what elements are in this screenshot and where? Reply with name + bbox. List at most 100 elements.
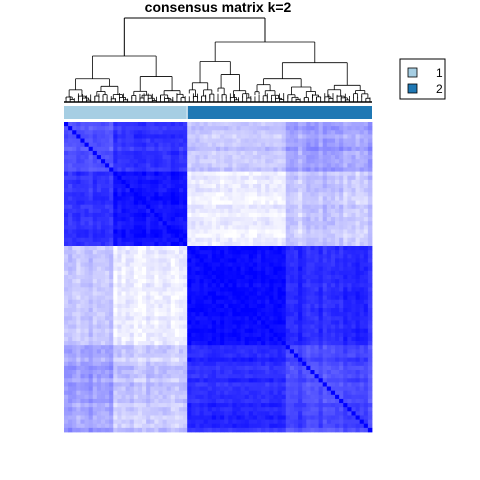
heatmap-cell	[96, 192, 102, 197]
heatmap-cell	[113, 122, 118, 127]
heatmap-cell	[195, 155, 200, 160]
heatmap-cell	[257, 266, 262, 272]
heatmap-cell	[117, 237, 122, 243]
heatmap-cell	[232, 175, 237, 181]
heatmap-cell	[121, 283, 126, 288]
heatmap-cell	[68, 258, 73, 263]
heatmap-cell	[314, 353, 320, 358]
heatmap-cell	[170, 184, 176, 189]
heatmap-cell	[195, 262, 200, 268]
heatmap-cell	[285, 266, 291, 272]
heatmap-cell	[306, 221, 311, 226]
heatmap-cell	[310, 221, 315, 226]
heatmap-cell	[170, 233, 176, 239]
heatmap-cell	[142, 217, 147, 222]
heatmap-cell	[359, 308, 365, 313]
heatmap-cell	[121, 138, 126, 144]
heatmap-cell	[166, 279, 172, 284]
heatmap-cell	[183, 283, 188, 288]
heatmap-cell	[92, 221, 98, 226]
heatmap-cell	[273, 316, 278, 321]
heatmap-cell	[343, 212, 348, 218]
heatmap-cell	[257, 349, 262, 354]
heatmap-cell	[273, 250, 278, 255]
heatmap-cell	[367, 299, 373, 305]
heatmap-cell	[302, 270, 307, 276]
heatmap-cell	[68, 295, 73, 301]
heatmap-cell	[133, 159, 139, 164]
heatmap-cell	[137, 258, 143, 263]
heatmap-cell	[363, 221, 369, 226]
heatmap-cell	[166, 225, 172, 230]
heatmap-cell	[129, 254, 135, 259]
heatmap-cell	[240, 341, 246, 346]
heatmap-cell	[310, 233, 315, 239]
heatmap-cell	[113, 270, 118, 276]
heatmap-cell	[88, 171, 94, 177]
heatmap-cell	[326, 361, 332, 367]
heatmap-cell	[232, 283, 237, 288]
heatmap-cell	[339, 126, 344, 131]
heatmap-cell	[92, 328, 98, 334]
heatmap-cell	[146, 188, 151, 193]
heatmap-cell	[195, 167, 200, 172]
heatmap-cell	[252, 159, 258, 164]
heatmap-cell	[113, 287, 118, 292]
heatmap-cell	[335, 357, 340, 363]
heatmap-cell	[220, 266, 225, 272]
dendrogram	[64, 17, 372, 103]
heatmap-cell	[72, 192, 77, 197]
heatmap-cell	[240, 159, 246, 164]
heatmap-cell	[199, 130, 205, 135]
heatmap-cell	[203, 138, 209, 144]
heatmap-cell	[293, 320, 299, 325]
heatmap-cell	[150, 370, 155, 375]
heatmap-cell	[76, 159, 81, 164]
heatmap-cell	[84, 163, 90, 168]
heatmap-cell	[137, 225, 143, 230]
heatmap-cell	[113, 208, 118, 214]
heatmap-cell	[158, 345, 163, 350]
heatmap-cell	[183, 179, 188, 185]
heatmap-cell	[137, 361, 143, 367]
heatmap-cell	[269, 258, 274, 263]
heatmap-cell	[281, 175, 287, 181]
heatmap-cell	[68, 316, 73, 321]
heatmap-cell	[166, 184, 172, 189]
heatmap-cell	[137, 204, 143, 210]
heatmap-cell	[240, 365, 246, 371]
heatmap-cell	[281, 341, 287, 346]
heatmap-cell	[178, 316, 184, 321]
heatmap-cell	[244, 159, 250, 164]
heatmap-cell	[137, 370, 143, 375]
heatmap-cell	[310, 163, 315, 168]
heatmap-cell	[166, 361, 172, 367]
heatmap-cell	[88, 188, 94, 193]
heatmap-cell	[265, 196, 270, 201]
heatmap-cell	[207, 217, 213, 222]
heatmap-cell	[339, 258, 344, 263]
heatmap-cell	[170, 295, 176, 301]
heatmap-cell	[146, 270, 151, 276]
heatmap-cell	[195, 324, 200, 330]
heatmap-cell	[224, 192, 229, 197]
heatmap-cell	[105, 138, 110, 144]
heatmap-cell	[109, 134, 114, 139]
heatmap-cell	[318, 250, 324, 255]
heatmap-cell	[318, 233, 324, 239]
heatmap-cell	[298, 266, 303, 272]
heatmap-cell	[339, 365, 344, 371]
heatmap-cell	[273, 365, 278, 371]
heatmap-cell	[125, 345, 131, 350]
heatmap-cell	[335, 274, 340, 280]
heatmap-cell	[154, 316, 159, 321]
heatmap-cell	[105, 320, 110, 325]
heatmap-cell	[133, 204, 139, 210]
heatmap-cell	[187, 258, 192, 263]
heatmap-cell	[207, 184, 213, 189]
heatmap-cell	[113, 299, 118, 305]
heatmap-cell	[105, 353, 110, 358]
heatmap-cell	[314, 122, 320, 127]
heatmap-cell	[80, 295, 85, 301]
heatmap-cell	[220, 295, 225, 301]
